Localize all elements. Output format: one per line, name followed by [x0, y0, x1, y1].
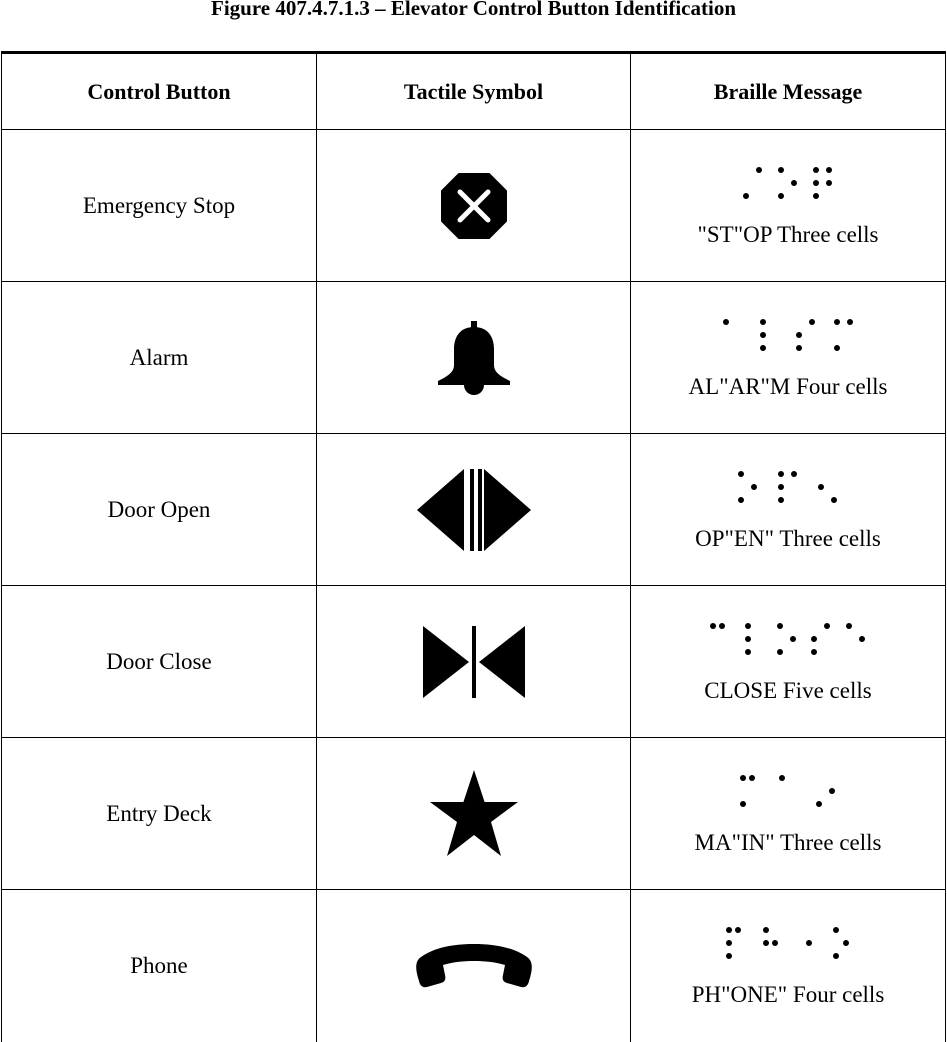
braille-cell: PH"ONE" Four cells: [630, 889, 946, 1042]
braille-cell: AL"AR"M Four cells: [630, 281, 946, 434]
symbol-cell: [316, 889, 631, 1042]
door-open-arrows-icon: [416, 468, 531, 551]
bell-icon: [437, 320, 510, 395]
braille-dots-open: [738, 470, 837, 503]
figure-caption: Figure 407.4.7.1.3 – Elevator Control Bu…: [211, 0, 736, 20]
control-name: Phone: [1, 889, 317, 1042]
star-icon: [429, 769, 518, 856]
control-name: Emergency Stop: [1, 129, 317, 282]
symbol-cell: [316, 737, 631, 890]
braille-message: "ST"OP Three cells: [697, 221, 879, 247]
braille-message: PH"ONE" Four cells: [691, 981, 885, 1007]
braille-dots-alarm: [723, 318, 853, 351]
header-braille-message: Braille Message: [630, 51, 946, 130]
control-name: Alarm: [1, 281, 317, 434]
braille-cell: "ST"OP Three cells: [630, 129, 946, 282]
braille-dots-stop: [743, 166, 832, 199]
elevator-button-table: Control Button Tactile Symbol Braille Me…: [1, 51, 946, 1042]
braille-message: AL"AR"M Four cells: [688, 373, 888, 399]
braille-dots-close: [710, 622, 865, 655]
table-row: Entry Deck MA"IN" Three cells: [1, 737, 946, 890]
braille-message: OP"EN" Three cells: [695, 525, 881, 551]
header-tactile-symbol: Tactile Symbol: [316, 51, 631, 130]
braille-cell: CLOSE Five cells: [630, 585, 946, 738]
braille-message: CLOSE Five cells: [704, 677, 872, 703]
table-row: Door Close CLOSE Five cells: [1, 585, 946, 738]
braille-cell: OP"EN" Three cells: [630, 433, 946, 586]
table-row: Phone PH"ONE" Four cells: [1, 889, 946, 1042]
header-control-button: Control Button: [1, 51, 317, 130]
braille-dots-phone: [726, 926, 849, 959]
control-name: Door Open: [1, 433, 317, 586]
symbol-cell: [316, 281, 631, 434]
control-name: Entry Deck: [1, 737, 317, 890]
symbol-cell: [316, 585, 631, 738]
table-header-row: Control Button Tactile Symbol Braille Me…: [1, 51, 946, 130]
table-row: Alarm AL"AR"M Four cells: [1, 281, 946, 434]
braille-dots-main: [740, 774, 835, 807]
symbol-cell: [316, 433, 631, 586]
control-name: Door Close: [1, 585, 317, 738]
symbol-cell: [316, 129, 631, 282]
braille-message: MA"IN" Three cells: [694, 829, 882, 855]
door-close-arrows-icon: [422, 625, 525, 698]
table-row: Emergency Stop "ST"OP Three cells: [1, 129, 946, 282]
braille-cell: MA"IN" Three cells: [630, 737, 946, 890]
stop-octagon-x-icon: [440, 172, 507, 239]
telephone-handset-icon: [415, 943, 532, 987]
table-row: Door Open OP"EN" Three cells: [1, 433, 946, 586]
